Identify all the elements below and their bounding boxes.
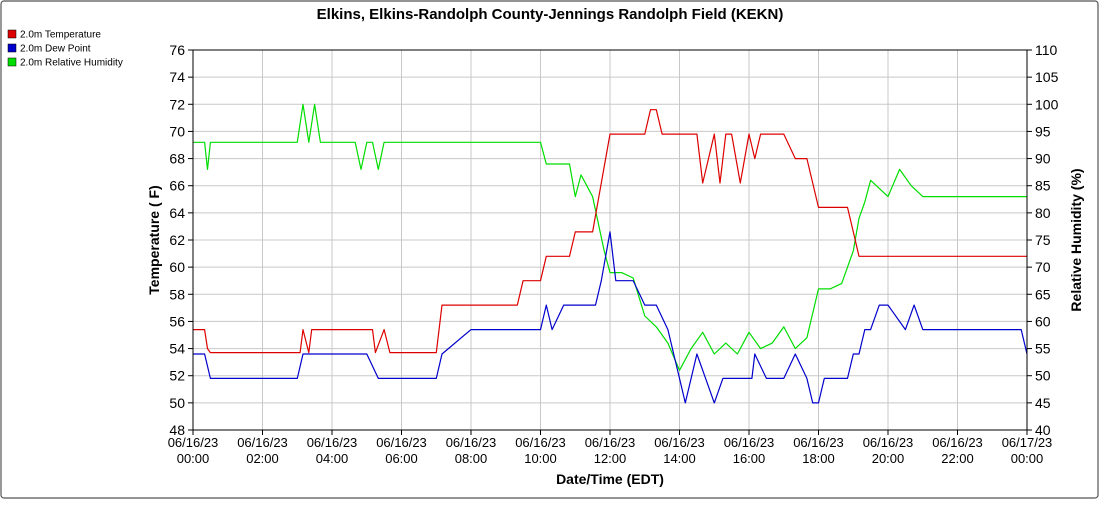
x-axis-ticks: 06/16/2300:0006/16/2302:0006/16/2304:000… [168, 430, 1053, 466]
y-tick-label-right: 105 [1035, 69, 1059, 85]
y-tick-label-right: 55 [1035, 341, 1051, 357]
y-tick-label-left: 76 [169, 42, 185, 58]
y-tick-label-left: 68 [169, 151, 185, 167]
x-tick-label-date: 06/16/23 [446, 435, 497, 450]
y-tick-label-left: 50 [169, 395, 185, 411]
y-tick-label-right: 80 [1035, 205, 1051, 221]
legend-swatch-dew-point [7, 43, 17, 53]
x-tick-label-time: 10:00 [524, 451, 557, 466]
x-tick-label-date: 06/16/23 [585, 435, 636, 450]
y-tick-label-left: 74 [169, 69, 185, 85]
y-tick-label-right: 90 [1035, 151, 1051, 167]
x-tick-label-time: 18:00 [802, 451, 835, 466]
y-tick-label-left: 66 [169, 178, 185, 194]
x-tick-label-date: 06/16/23 [376, 435, 427, 450]
y-tick-label-left: 52 [169, 368, 185, 384]
y-tick-label-right: 60 [1035, 313, 1051, 329]
y-tick-label-right: 40 [1035, 422, 1051, 438]
x-tick-label-date: 06/16/23 [724, 435, 775, 450]
x-tick-label-time: 08:00 [455, 451, 488, 466]
y-tick-label-left: 54 [169, 341, 185, 357]
x-tick-label-date: 06/16/23 [515, 435, 566, 450]
y-tick-label-left: 60 [169, 259, 185, 275]
y-axis-label-right: Relative Humidity (%) [1068, 168, 1084, 311]
y-tick-label-right: 50 [1035, 368, 1051, 384]
x-tick-label-date: 06/16/23 [307, 435, 358, 450]
y-tick-label-right: 75 [1035, 232, 1051, 248]
y-tick-label-left: 48 [169, 422, 185, 438]
y-tick-label-right: 100 [1035, 96, 1059, 112]
x-tick-label-time: 00:00 [177, 451, 210, 466]
series-line-temperature [193, 109, 1027, 354]
chart-title: Elkins, Elkins-Randolph County-Jennings … [317, 6, 784, 23]
legend: 2.0m Temperature 2.0m Dew Point 2.0m Rel… [7, 29, 123, 69]
x-tick-label-time: 04:00 [316, 451, 349, 466]
y-tick-label-left: 70 [169, 123, 185, 139]
y-tick-label-right: 110 [1035, 42, 1058, 58]
left-axis-ticks: 48 50 52 54 56 58 60 62 64 66 68 70 72 74 76 [169, 42, 193, 438]
right-axis-ticks: 40 45 50 55 60 65 70 75 80 85 90 95 100 105 110 [1027, 42, 1059, 438]
x-tick-label-date: 06/16/23 [932, 435, 983, 450]
y-tick-label-right: 45 [1035, 395, 1051, 411]
x-tick-label-time: 14:00 [663, 451, 696, 466]
x-tick-label-time: 02:00 [246, 451, 279, 466]
x-tick-label-date: 06/16/23 [168, 435, 219, 450]
x-tick-label-time: 16:00 [733, 451, 766, 466]
x-tick-label-date: 06/16/23 [793, 435, 844, 450]
legend-label-temperature: 2.0m Temperature [20, 30, 101, 41]
y-tick-label-left: 62 [169, 232, 185, 248]
x-tick-label-time: 06:00 [385, 451, 418, 466]
y-axis-label-left: Temperature ( F) [146, 185, 162, 294]
x-tick-label-date: 06/16/23 [863, 435, 914, 450]
x-tick-label-time: 12:00 [594, 451, 627, 466]
x-tick-label-time: 22:00 [941, 451, 974, 466]
x-tick-label-time: 20:00 [872, 451, 905, 466]
y-tick-label-right: 95 [1035, 123, 1051, 139]
series-line-relative-humidity [193, 103, 1027, 371]
x-tick-label-time: 00:00 [1011, 451, 1044, 466]
legend-label-relative-humidity: 2.0m Relative Humidity [20, 58, 123, 69]
y-tick-label-left: 64 [169, 205, 185, 221]
y-tick-label-right: 85 [1035, 178, 1051, 194]
x-tick-label-date: 06/17/23 [1002, 435, 1053, 450]
series-line-dew-point [193, 231, 1028, 404]
y-tick-label-right: 65 [1035, 286, 1051, 302]
x-axis-label: Date/Time (EDT) [556, 471, 664, 487]
legend-swatch-temperature [7, 29, 17, 39]
x-tick-label-date: 06/16/23 [237, 435, 288, 450]
y-tick-label-left: 72 [169, 96, 185, 112]
legend-swatch-relative-humidity [7, 57, 17, 67]
y-tick-label-right: 70 [1035, 259, 1051, 275]
grid [192, 49, 1028, 431]
legend-label-dew-point: 2.0m Dew Point [20, 44, 91, 55]
x-tick-label-date: 06/16/23 [654, 435, 705, 450]
series-lines [193, 103, 1028, 404]
y-tick-label-left: 58 [169, 286, 185, 302]
y-tick-label-left: 56 [169, 313, 185, 329]
